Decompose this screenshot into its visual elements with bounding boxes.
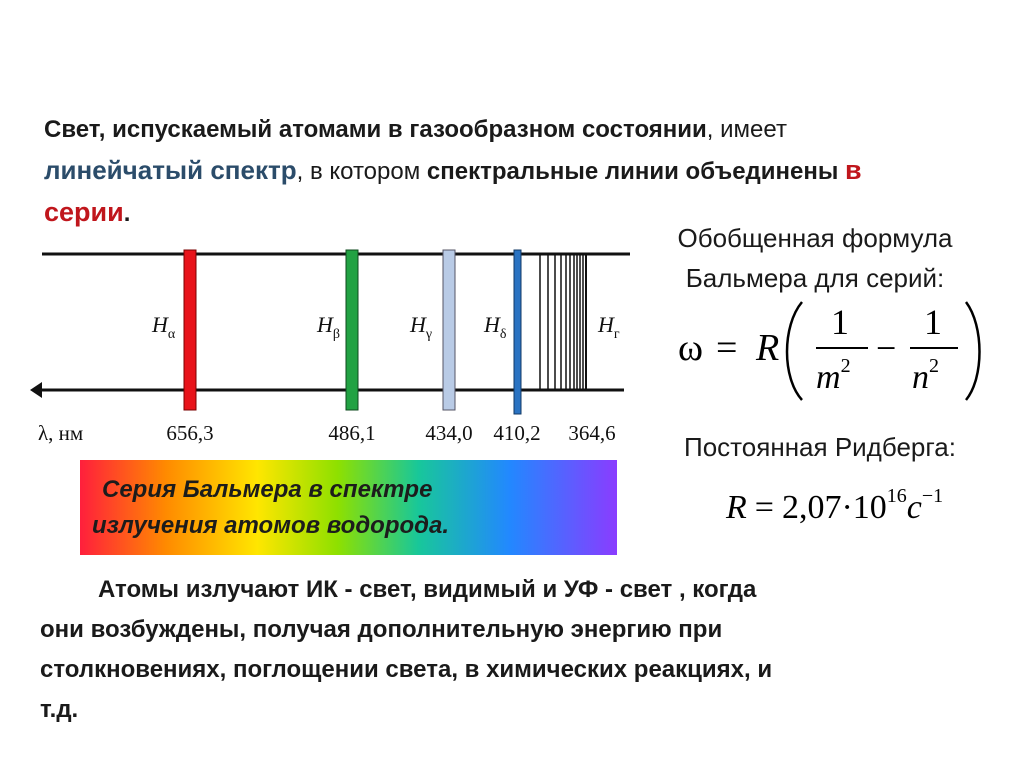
heading-part7: .: [123, 200, 131, 227]
formula-title-line1: Обобщенная формула: [677, 223, 953, 253]
bottom-line2: они возбуждены, получая дополнительную э…: [40, 616, 723, 643]
bottom-paragraph: Атомы излучают ИК - свет, видимый и УФ -…: [40, 570, 1000, 730]
wavelength-h-gamma: 434,0: [425, 421, 472, 445]
wavelength-h-alpha: 656,3: [166, 421, 213, 445]
rydberg-title: Постоянная Ридберга:: [684, 432, 956, 462]
rydberg-formula: R = 2,07·1016c−1: [725, 485, 943, 526]
balmer-spectrum-diagram: Hα Hβ Hγ Hδ Hг λ, нм 656,3 486,1 434,0 4…: [30, 249, 630, 445]
wavelength-h-delta: 410,2: [493, 421, 540, 445]
paren-right-icon: [964, 301, 981, 401]
formula-title: Обобщенная формула Бальмера для серий:: [640, 218, 990, 298]
heading-part1: Свет, испускаемый атомами в газообразном…: [44, 116, 707, 143]
banner-line2: излучения атомов водорода.: [92, 512, 449, 539]
banner-caption: Серия Бальмера в спектре излучения атомо…: [92, 472, 612, 544]
heading-text: Свет, испускаемый атомами в газообразном…: [44, 110, 944, 234]
formula-num2: 1: [924, 302, 942, 342]
heading-part2: , имеет: [706, 116, 787, 143]
label-h-delta: Hδ: [483, 312, 507, 342]
formula-omega: ω: [678, 327, 703, 369]
balmer-formula: ω = R 1 m2 − 1 n2: [678, 301, 981, 401]
formula-den2: n2: [912, 355, 939, 396]
label-h-limit: Hг: [597, 312, 620, 342]
formula-title-line2: Бальмера для серий:: [685, 263, 945, 293]
label-h-alpha: Hα: [151, 312, 176, 342]
formula-equals: =: [716, 327, 737, 369]
formula-num1: 1: [831, 302, 849, 342]
line-h-alpha: [183, 249, 197, 411]
heading-term-line-spectrum: линейчатый спектр: [44, 155, 297, 185]
formula-minus: −: [876, 328, 896, 368]
bottom-line3: столкновениях, поглощении света, в химич…: [40, 656, 773, 683]
formula-r: R: [755, 327, 779, 369]
bottom-line1: Атомы излучают ИК - свет, видимый и УФ -…: [98, 576, 757, 603]
rainbow-banner: [80, 460, 617, 555]
heading-term-series: в серии: [44, 155, 862, 227]
paren-left-icon: [785, 301, 803, 401]
formula-den1: m2: [816, 355, 851, 396]
bottom-line4: т.д.: [40, 696, 79, 723]
line-h-gamma: [442, 249, 456, 411]
line-h-beta: [345, 249, 359, 411]
axis-arrow-icon: [30, 382, 42, 398]
axis-label-lambda: λ, нм: [38, 421, 83, 445]
line-h-delta: [513, 249, 522, 415]
wavelength-h-beta: 486,1: [328, 421, 375, 445]
heading-part5: спектральные линии объединены: [426, 158, 846, 185]
label-h-beta: Hβ: [316, 312, 340, 342]
label-h-gamma: Hγ: [409, 312, 432, 342]
rydberg-expression: R = 2,07·1016c−1: [725, 485, 943, 526]
series-limit-lines: [539, 254, 587, 390]
heading-part4: , в котором: [296, 158, 427, 185]
banner-line1: Серия Бальмера в спектре: [102, 476, 433, 503]
wavelength-h-limit: 364,6: [568, 421, 615, 445]
